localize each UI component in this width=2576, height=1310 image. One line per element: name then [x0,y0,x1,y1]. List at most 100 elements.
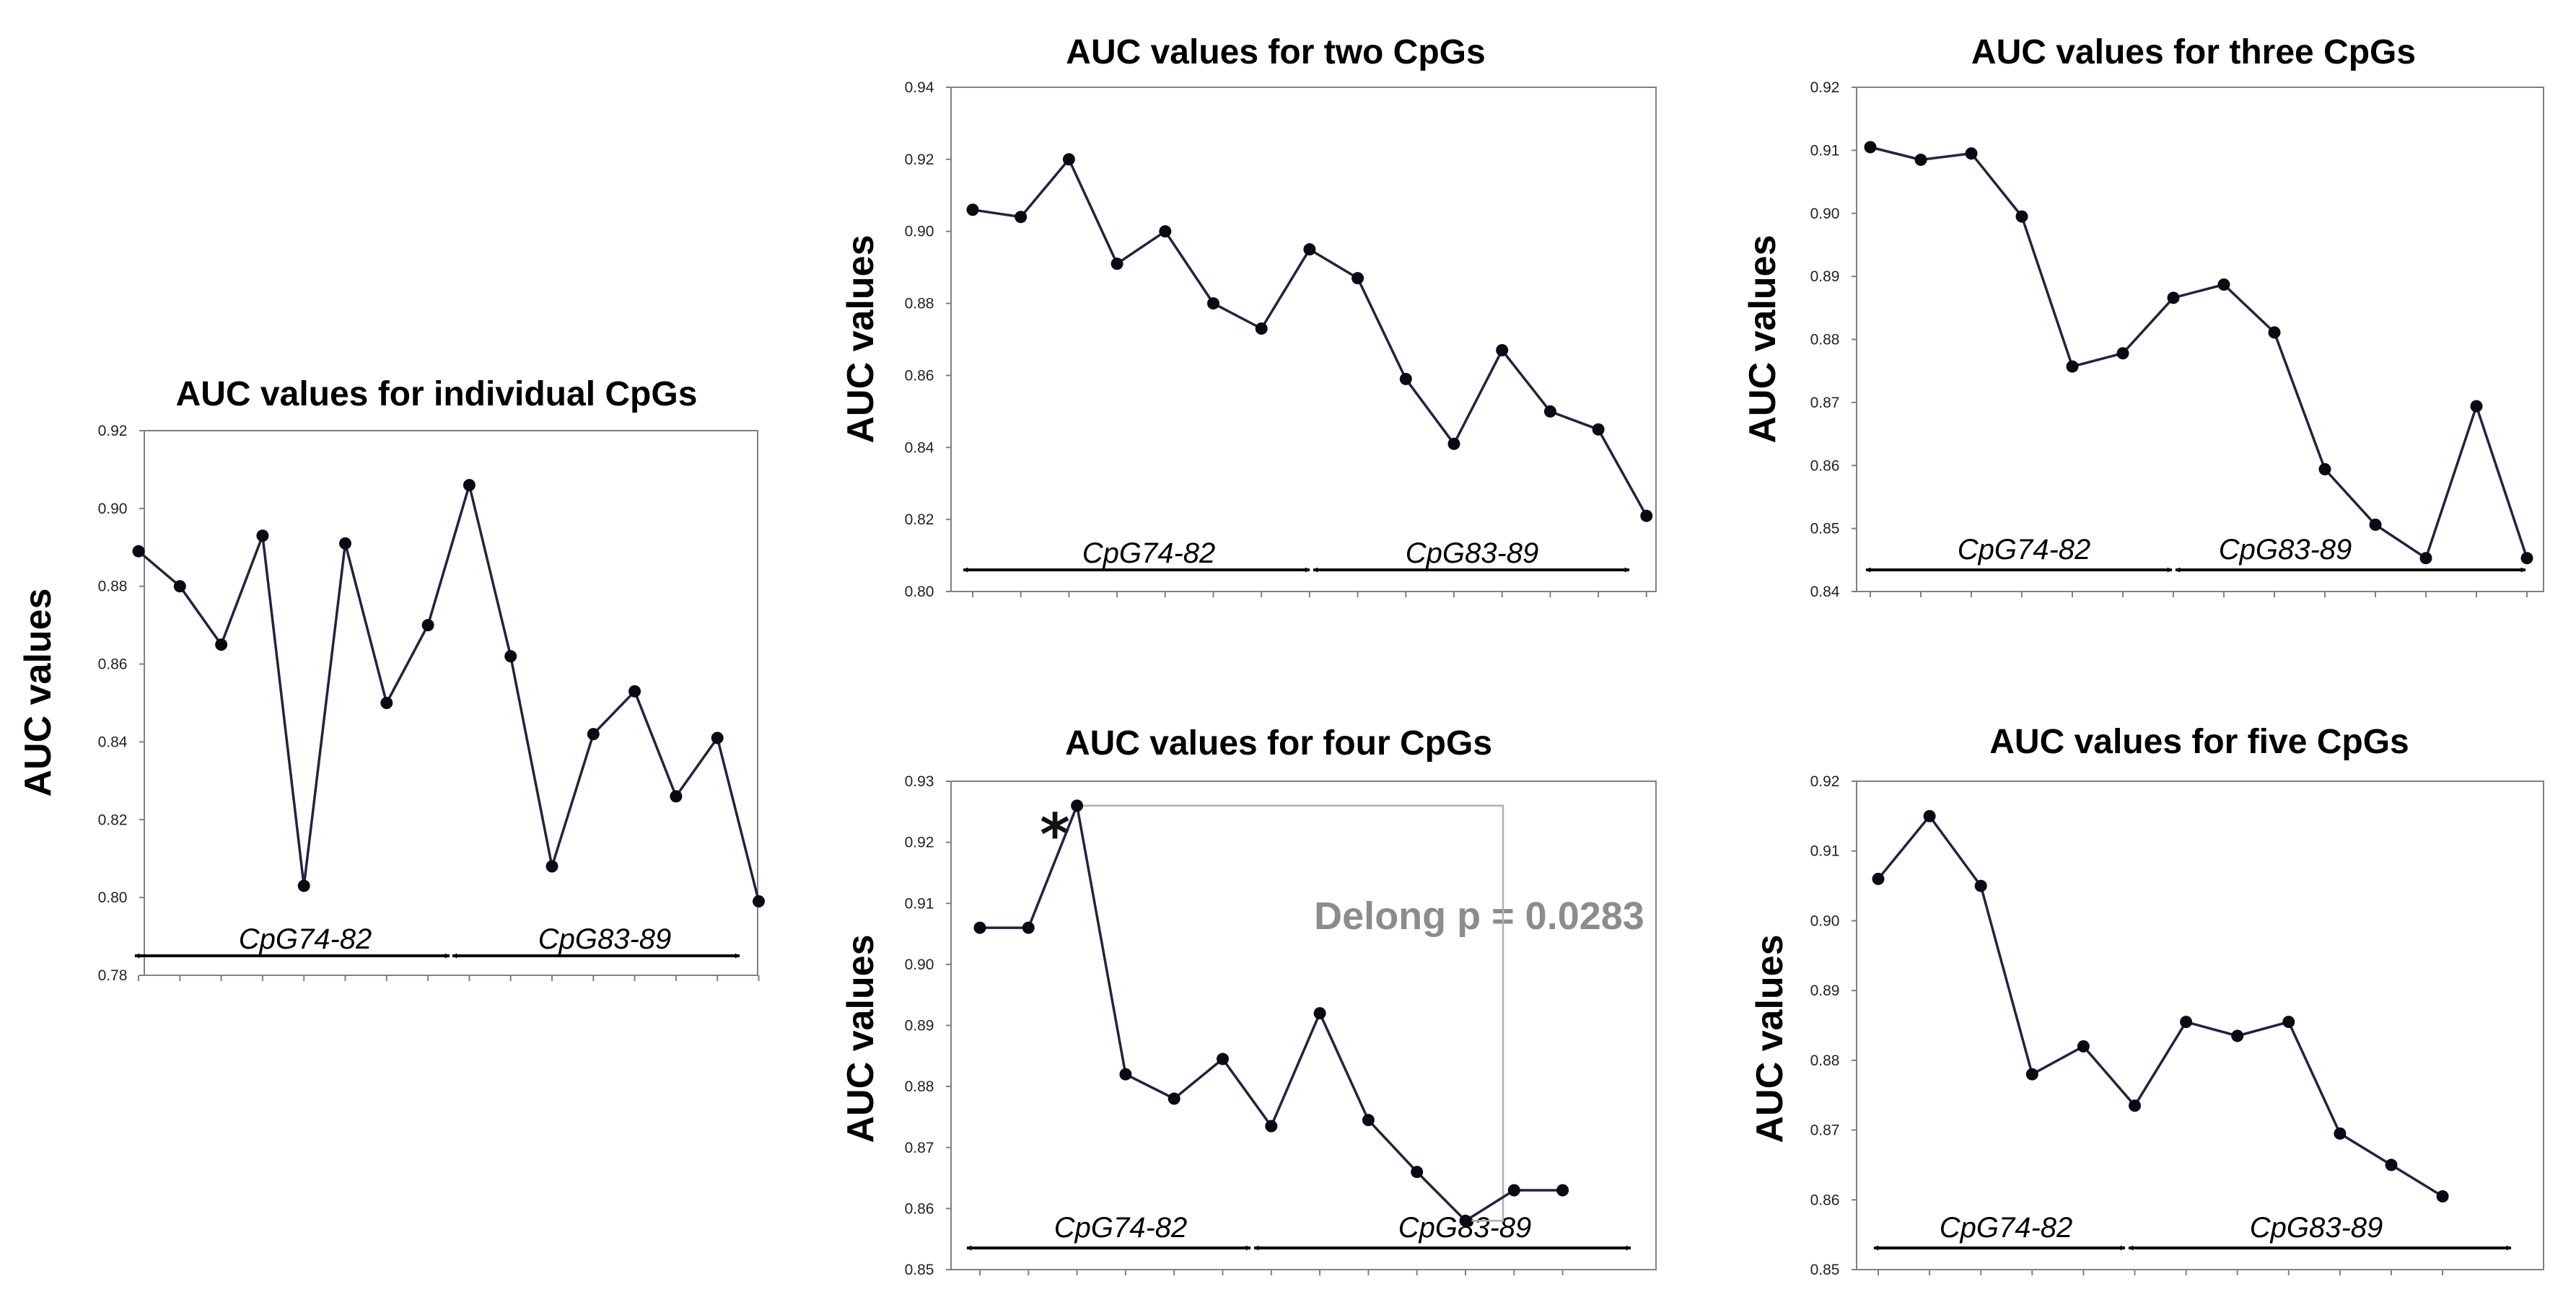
data-point [966,203,979,216]
chart-two-cpgs: AUC values for two CpGs AUC values CpG74… [840,33,1657,600]
y-tick-label: 0.87 [1810,395,1840,411]
data-point [2282,1016,2295,1029]
data-point [215,638,228,651]
y-tick-label: 0.82 [98,812,128,828]
data-point [1303,243,1316,256]
data-point [2436,1190,2449,1203]
plot-frame [950,87,1657,592]
data-point [1015,211,1028,224]
chart-title: AUC values for individual CpGs [176,375,698,413]
data-point [1592,423,1605,436]
y-tick-label: 0.92 [905,151,934,168]
data-point [1974,879,1987,892]
y-tick-label: 0.82 [905,511,934,528]
y-tick-label: 0.92 [1810,773,1840,790]
y-tick-label: 0.89 [1810,982,1840,999]
data-point [1447,437,1460,450]
data-point [2077,1040,2090,1053]
group-label-cpg74-82: CpG74-82 [1082,537,1216,569]
y-tick-label: 0.94 [905,79,934,96]
data-point [2318,462,2331,475]
data-point [1556,1184,1569,1197]
y-axis-label: AUC values [840,235,882,444]
data-point [1914,153,1927,166]
data-point [753,895,765,908]
y-tick-label: 0.91 [1810,843,1840,860]
y-tick-label: 0.93 [905,773,934,790]
data-point [1265,1120,1278,1133]
y-axis-label: AUC values [1742,235,1784,444]
data-point [2385,1159,2398,1171]
data-point [2520,552,2533,565]
y-tick-label: 0.85 [905,1262,934,1278]
data-point [2268,326,2281,339]
y-tick-label: 0.91 [905,895,934,912]
data-point [173,580,186,593]
y-tick-label: 0.84 [98,734,128,750]
data-point [546,860,558,873]
data-point [973,921,986,934]
data-point [339,537,351,550]
data-point [2116,347,2129,360]
y-tick-label: 0.88 [98,579,128,595]
chart-individual-cpgs: AUC values for individual CpGs AUC value… [17,375,765,984]
data-point [256,529,269,542]
chart-title: AUC values for three CpGs [1971,33,2416,71]
y-tick-label: 0.88 [1810,1052,1840,1069]
group-label-cpg83-89: CpG83-89 [538,923,672,955]
chart-three-cpgs: AUC values for three CpGs AUC values CpG… [1742,33,2544,600]
data-point [1119,1068,1132,1081]
data-point [2217,278,2230,291]
data-point [2180,1016,2193,1029]
data-point [1399,372,1412,385]
group-label-cpg74-82: CpG74-82 [1958,534,2091,566]
group-label-cpg74-82: CpG74-82 [1054,1212,1188,1244]
y-tick-label: 0.92 [98,423,128,439]
group-label-cpg83-89: CpG83-89 [2250,1212,2383,1244]
data-point [421,619,434,632]
data-point [2334,1127,2347,1140]
data-point [2129,1099,2141,1112]
group-label-cpg74-82: CpG74-82 [239,923,372,955]
y-axis-label: AUC values [840,935,882,1143]
data-point [587,728,600,741]
y-tick-label: 0.78 [98,967,128,984]
y-axis-label: AUC values [1749,935,1791,1143]
plot-frame [144,430,758,976]
y-tick-label: 0.90 [905,957,934,973]
y-tick-label: 0.91 [1810,142,1840,159]
data-point [1207,297,1219,310]
data-point [1351,272,1364,285]
y-tick-label: 0.87 [905,1140,934,1156]
y-tick-label: 0.88 [1810,332,1840,348]
data-point [2231,1029,2244,1042]
delong-p-value: Delong p = 0.0283 [1314,894,1644,938]
data-point [1872,872,1885,885]
y-tick-label: 0.84 [905,439,934,456]
data-point [2167,291,2180,304]
y-tick-label: 0.90 [98,501,128,517]
data-point [2470,400,2483,413]
y-tick-label: 0.80 [98,889,128,906]
data-point [1640,509,1653,522]
data-point [1864,141,1877,154]
y-tick-label: 0.87 [1810,1122,1840,1139]
data-point [380,697,393,709]
y-tick-label: 0.92 [905,835,934,851]
y-tick-label: 0.90 [905,224,934,240]
y-tick-label: 0.86 [1810,457,1840,474]
data-point [711,731,724,744]
group-label-cpg74-82: CpG74-82 [1940,1212,2073,1244]
series-line [1877,814,2444,1197]
data-point [1022,921,1035,934]
data-point [2419,552,2432,565]
chart-title: AUC values for two CpGs [1066,33,1485,71]
series-line [1870,146,2528,560]
y-tick-label: 0.88 [905,296,934,312]
y-tick-label: 0.86 [1810,1192,1840,1208]
chart-five-cpgs: AUC values for five CpGs AUC values CpG7… [1749,723,2544,1278]
y-tick-label: 0.92 [1810,79,1840,96]
plot-frame [1856,781,2544,1270]
data-point [1062,153,1075,166]
